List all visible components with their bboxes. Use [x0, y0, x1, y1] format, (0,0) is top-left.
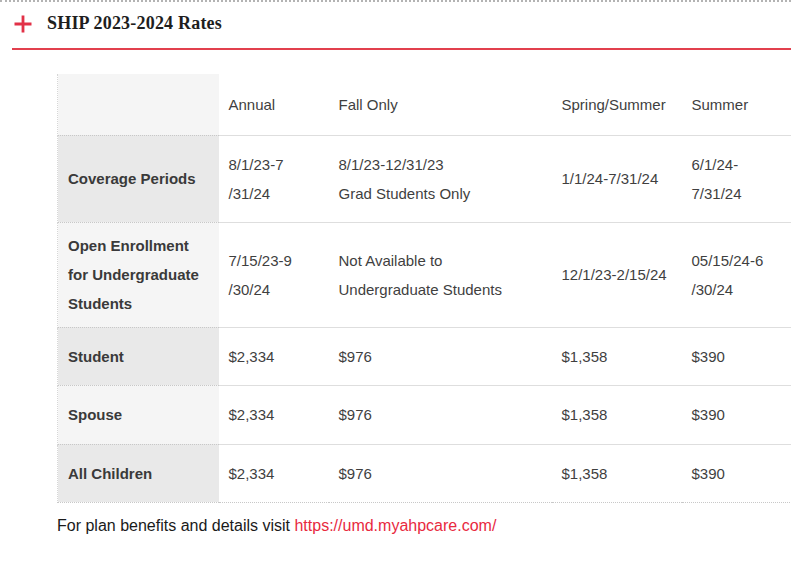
cell-spring-summer: $1,358: [552, 385, 682, 444]
footer-note: For plan benefits and details visit http…: [57, 517, 791, 535]
cell-spring-summer: 1/1/24-7/31/24: [552, 135, 682, 222]
cell-fall-only: $976: [329, 327, 552, 385]
cell-spring-summer: $1,358: [552, 327, 682, 385]
cell-annual: $2,334: [219, 444, 329, 502]
table-row-spouse: Spouse $2,334 $976 $1,358 $390: [58, 385, 791, 444]
table-row-open-enrollment: Open Enrollment for Undergraduate Studen…: [58, 222, 791, 327]
table-row-coverage-periods: Coverage Periods 8/1/23-7 /31/24 8/1/23-…: [58, 135, 791, 222]
cell-summer: $390: [682, 444, 791, 502]
cell-fall-only: $976: [329, 444, 552, 502]
row-label: All Children: [58, 444, 219, 502]
footer-link[interactable]: https://umd.myahpcare.com/: [294, 517, 496, 534]
plus-icon[interactable]: [13, 14, 33, 34]
cell-annual: 7/15/23-9 /30/24: [219, 222, 329, 327]
column-header-fall-only: Fall Only: [329, 74, 552, 135]
cell-fall-only: Not Available to Undergraduate Students: [329, 222, 552, 327]
column-header-summer: Summer: [682, 74, 791, 135]
cell-summer: $390: [682, 327, 791, 385]
accordion-header[interactable]: SHIP 2023-2024 Rates: [0, 2, 791, 34]
cell-spring-summer: 12/1/23-2/15/24: [552, 222, 682, 327]
table-row-student: Student $2,334 $976 $1,358 $390: [58, 327, 791, 385]
cell-annual: 8/1/23-7 /31/24: [219, 135, 329, 222]
accordion-title: SHIP 2023-2024 Rates: [47, 13, 222, 34]
cell-annual: $2,334: [219, 327, 329, 385]
cell-spring-summer: $1,358: [552, 444, 682, 502]
cell-fall-only: $976: [329, 385, 552, 444]
column-header-spring-summer: Spring/Summer: [552, 74, 682, 135]
row-label: Coverage Periods: [58, 135, 219, 222]
cell-summer: $390: [682, 385, 791, 444]
footer-text: For plan benefits and details visit: [57, 517, 294, 534]
column-header-annual: Annual: [219, 74, 329, 135]
table-row-all-children: All Children $2,334 $976 $1,358 $390: [58, 444, 791, 502]
row-label: Student: [58, 327, 219, 385]
corner-cell: [58, 74, 219, 135]
row-label: Open Enrollment for Undergraduate Studen…: [58, 222, 219, 327]
cell-annual: $2,334: [219, 385, 329, 444]
red-divider: [12, 48, 791, 50]
rates-table: Annual Fall Only Spring/Summer Summer Co…: [57, 74, 791, 503]
cell-summer: 6/1/24-7/31/24: [682, 135, 791, 222]
row-label: Spouse: [58, 385, 219, 444]
cell-fall-only: 8/1/23-12/31/23 Grad Students Only: [329, 135, 552, 222]
cell-summer: 05/15/24-6 /30/24: [682, 222, 791, 327]
table-header-row: Annual Fall Only Spring/Summer Summer: [58, 74, 791, 135]
